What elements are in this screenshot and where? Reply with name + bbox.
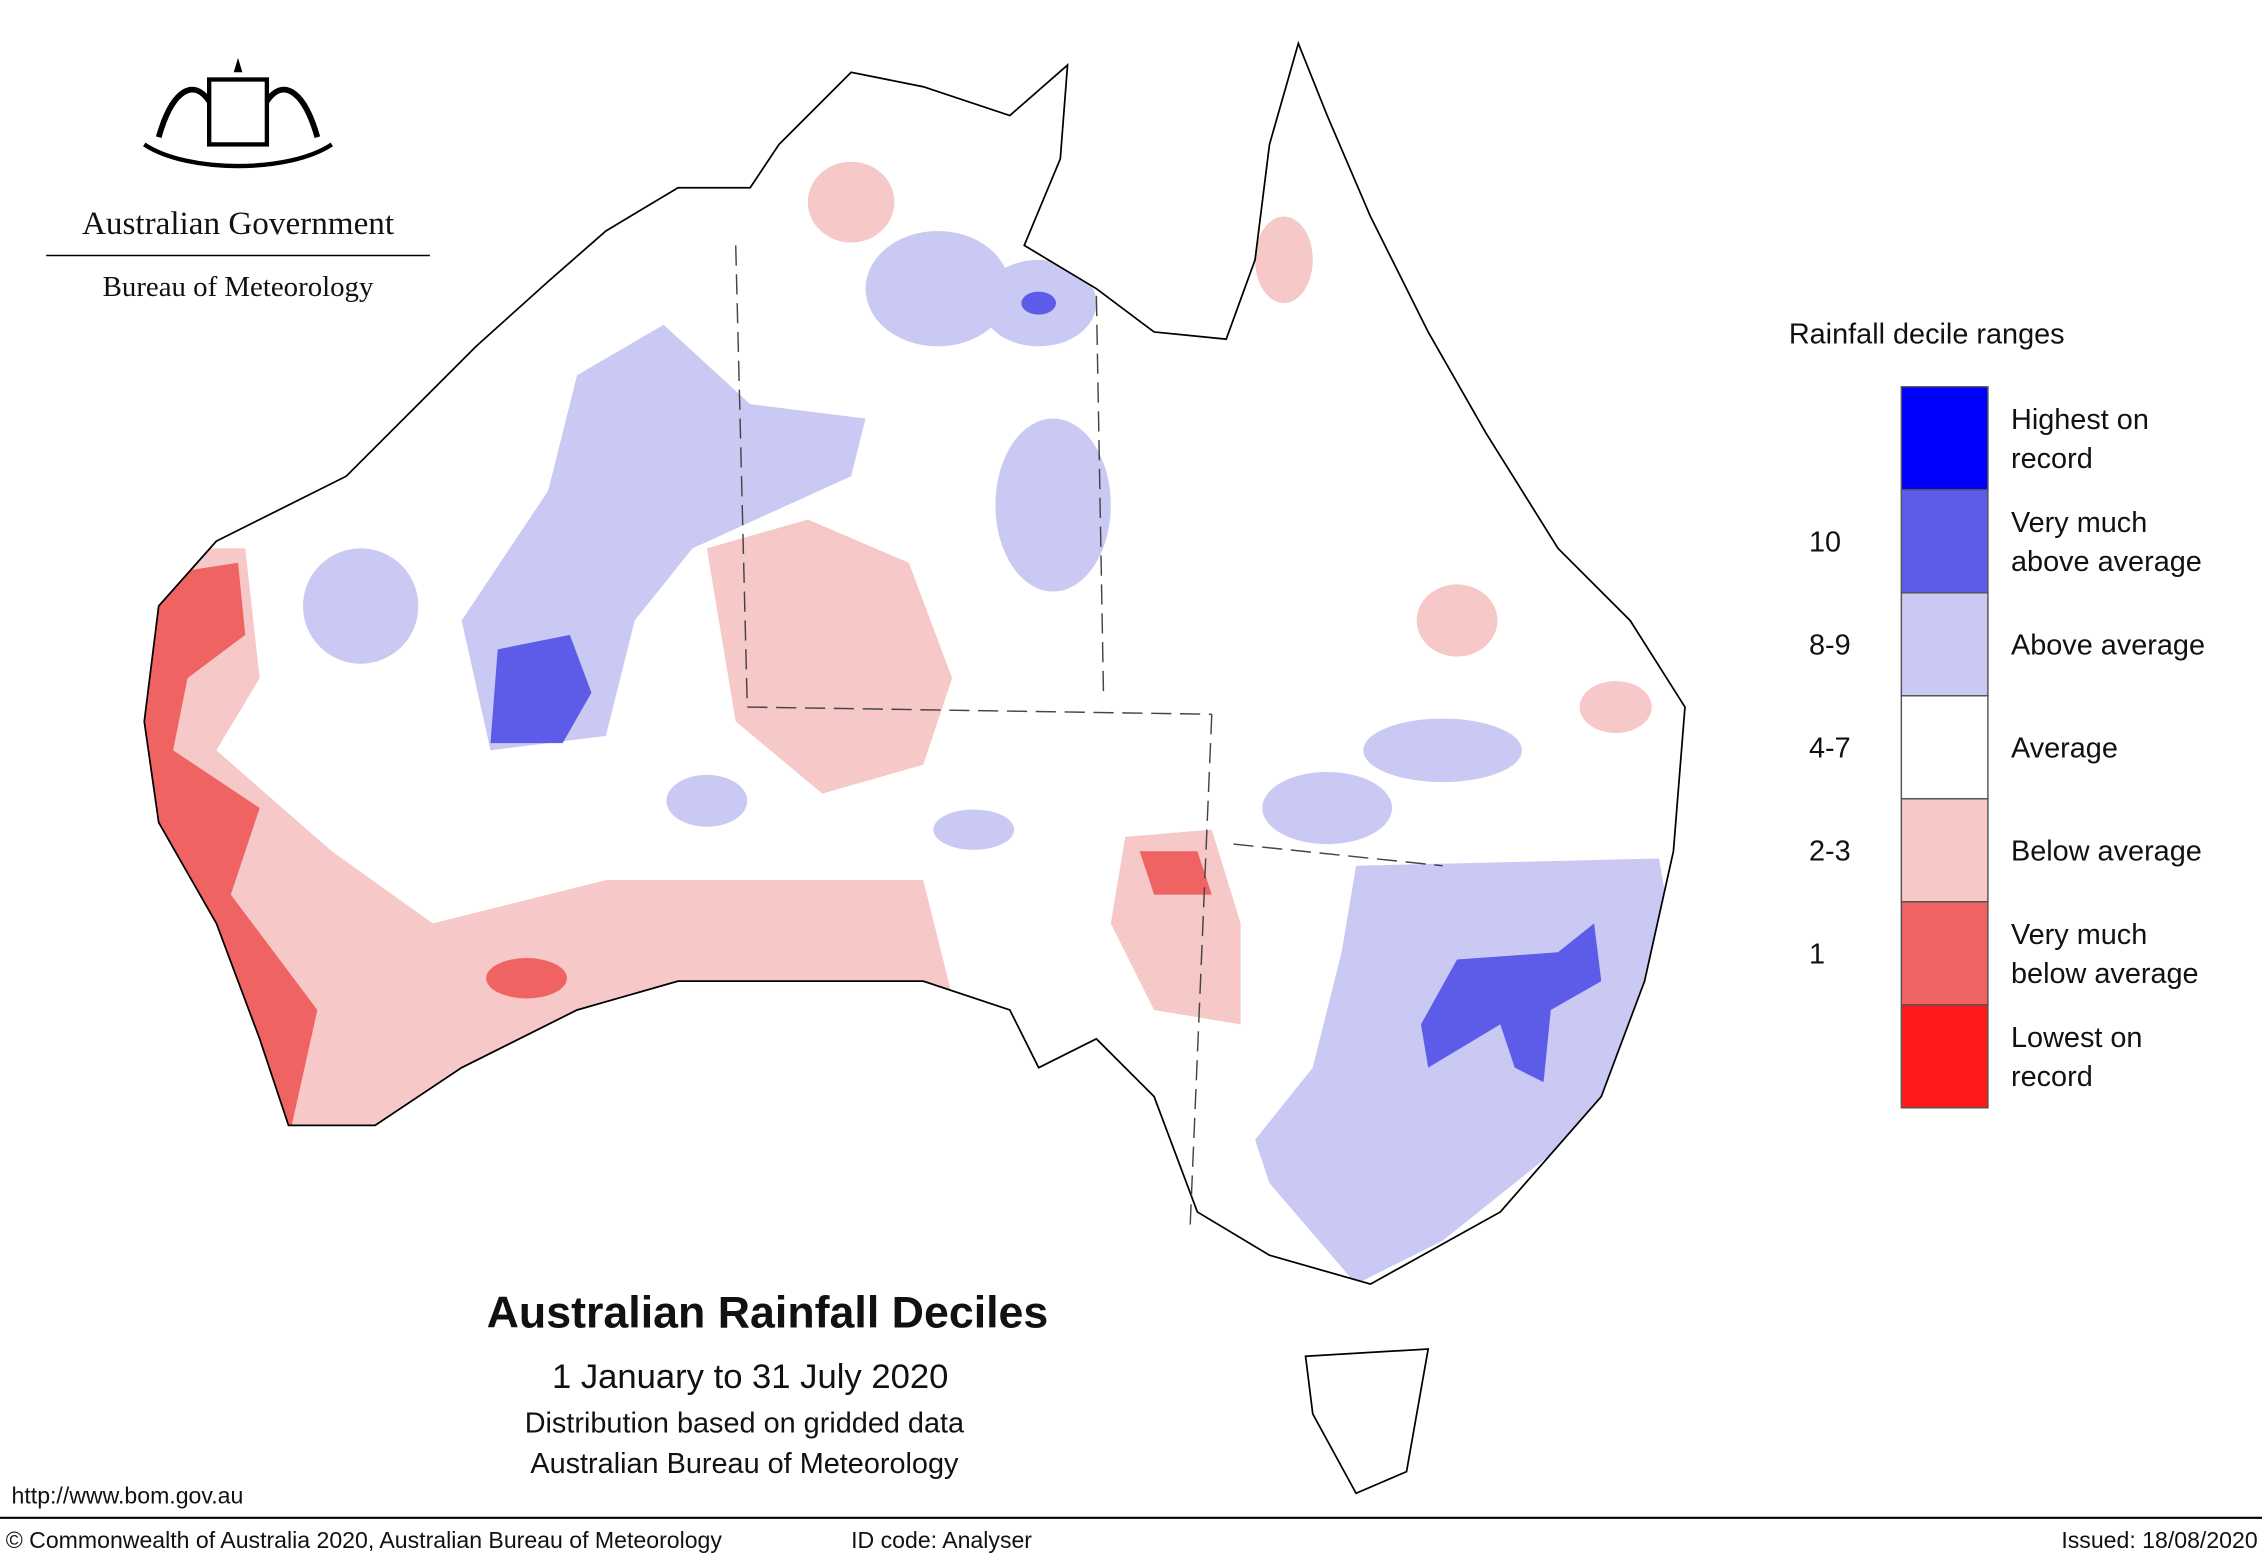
coat-of-arms: [143, 57, 333, 169]
legend-swatch: [1900, 695, 1989, 800]
legend-decile: 2-3: [1809, 835, 1851, 867]
legend-swatch: [1900, 592, 1989, 697]
legend-label: Lowest on: [2011, 1022, 2143, 1054]
legend-label: Very much: [2011, 507, 2147, 539]
legend-swatch: [1900, 798, 1989, 903]
note: Distribution based on gridded data: [525, 1408, 965, 1440]
legend-label: Very much: [2011, 919, 2147, 951]
state-borders: [735, 245, 1443, 1227]
url: http://www.bom.gov.au: [12, 1482, 244, 1508]
legend: Highest on record Very much above average 10…: [1809, 386, 2205, 1109]
legend-swatch: [1900, 489, 1989, 594]
legend-decile: 4-7: [1809, 732, 1851, 764]
legend-decile: 10: [1809, 526, 1841, 558]
decile-fields: [144, 161, 1685, 1285]
legend-label: record: [2011, 1061, 2093, 1093]
copyright: © Commonwealth of Australia 2020, Austra…: [6, 1527, 723, 1553]
header-government: Australian Government: [82, 205, 395, 242]
legend-title: Rainfall decile ranges: [1789, 318, 2065, 350]
legend-swatch: [1900, 386, 1989, 491]
legend-decile: 8-9: [1809, 629, 1851, 661]
map-title: Australian Rainfall Deciles: [487, 1288, 1049, 1337]
map-subtitle: 1 January to 31 July 2020: [552, 1358, 948, 1396]
coastline: [143, 40, 1686, 1495]
legend-label: Average: [2011, 732, 2118, 764]
id-code: ID code: Analyser: [851, 1527, 1032, 1553]
issued: Issued: 18/08/2020: [2061, 1527, 2257, 1553]
legend-label: above average: [2011, 546, 2202, 578]
legend-label: Highest on: [2011, 404, 2149, 436]
legend-label: Above average: [2011, 629, 2205, 661]
legend-swatch: [1900, 901, 1989, 1006]
legend-label: below average: [2011, 958, 2199, 990]
legend-label: record: [2011, 443, 2093, 475]
legend-label: Below average: [2011, 835, 2202, 867]
header-agency: Bureau of Meteorology: [103, 271, 374, 303]
legend-swatch: [1900, 1004, 1989, 1109]
legend-decile: 1: [1809, 938, 1825, 970]
note: Australian Bureau of Meteorology: [530, 1448, 959, 1480]
